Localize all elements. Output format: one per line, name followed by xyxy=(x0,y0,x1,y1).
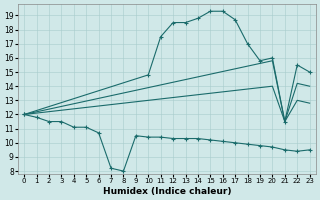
X-axis label: Humidex (Indice chaleur): Humidex (Indice chaleur) xyxy=(103,187,231,196)
